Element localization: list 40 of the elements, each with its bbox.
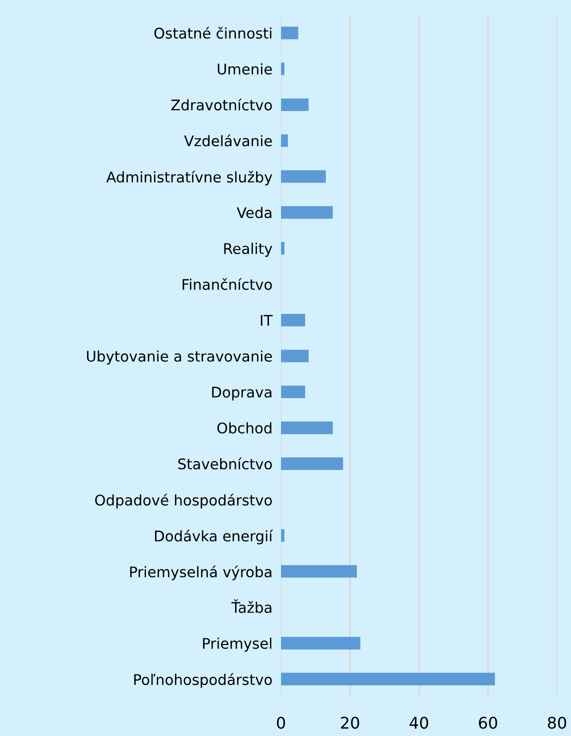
bar [281,529,284,542]
y-tick-label: Obchod [217,422,272,434]
bar [281,134,288,147]
x-tick-label: 0 [276,716,286,729]
bar [281,672,495,686]
y-tick-label: Administratívne služby [106,170,272,186]
y-tick-label: Umenie [218,63,272,75]
y-tick-label: Dodávka energií [155,530,274,544]
y-tick-label: Stavebníctvo [178,458,272,470]
bar [281,170,326,183]
x-tick-label: 80 [548,716,566,729]
bar [281,98,309,112]
y-tick-label: Priemyselná výroba [130,566,272,580]
y-tick-label: Finančníctvo [182,278,272,290]
bar [281,242,284,255]
x-tick-label: 60 [478,716,498,729]
y-tick-label: Priemysel [203,638,272,652]
bar [281,422,333,434]
x-tick-label: 40 [410,716,428,729]
x-tick-label: 20 [341,716,360,729]
bar [281,206,333,219]
bar [281,457,344,470]
bar [281,314,306,326]
y-tick-label: Odpadové hospodárstvo [95,494,272,508]
y-tick-label: Poľnohospodárstvo [134,673,272,688]
y-tick-label: Vzdelávanie [184,134,272,146]
bar [281,386,306,398]
y-tick-label: IT [260,315,273,326]
bar [281,26,298,40]
bar [281,565,357,578]
bar [281,62,284,76]
y-tick-label: Doprava [212,386,272,400]
y-tick-label: Ostatné činnosti [154,26,272,39]
y-tick-label: Reality [224,242,272,257]
bar [281,350,309,362]
y-tick-label: Veda [236,206,272,218]
bar [281,636,360,650]
y-tick-label: Ubytovanie a stravovanie [87,350,272,365]
y-tick-label: Ťažba [231,599,272,614]
y-tick-label: Zdravotníctvo [171,98,272,110]
